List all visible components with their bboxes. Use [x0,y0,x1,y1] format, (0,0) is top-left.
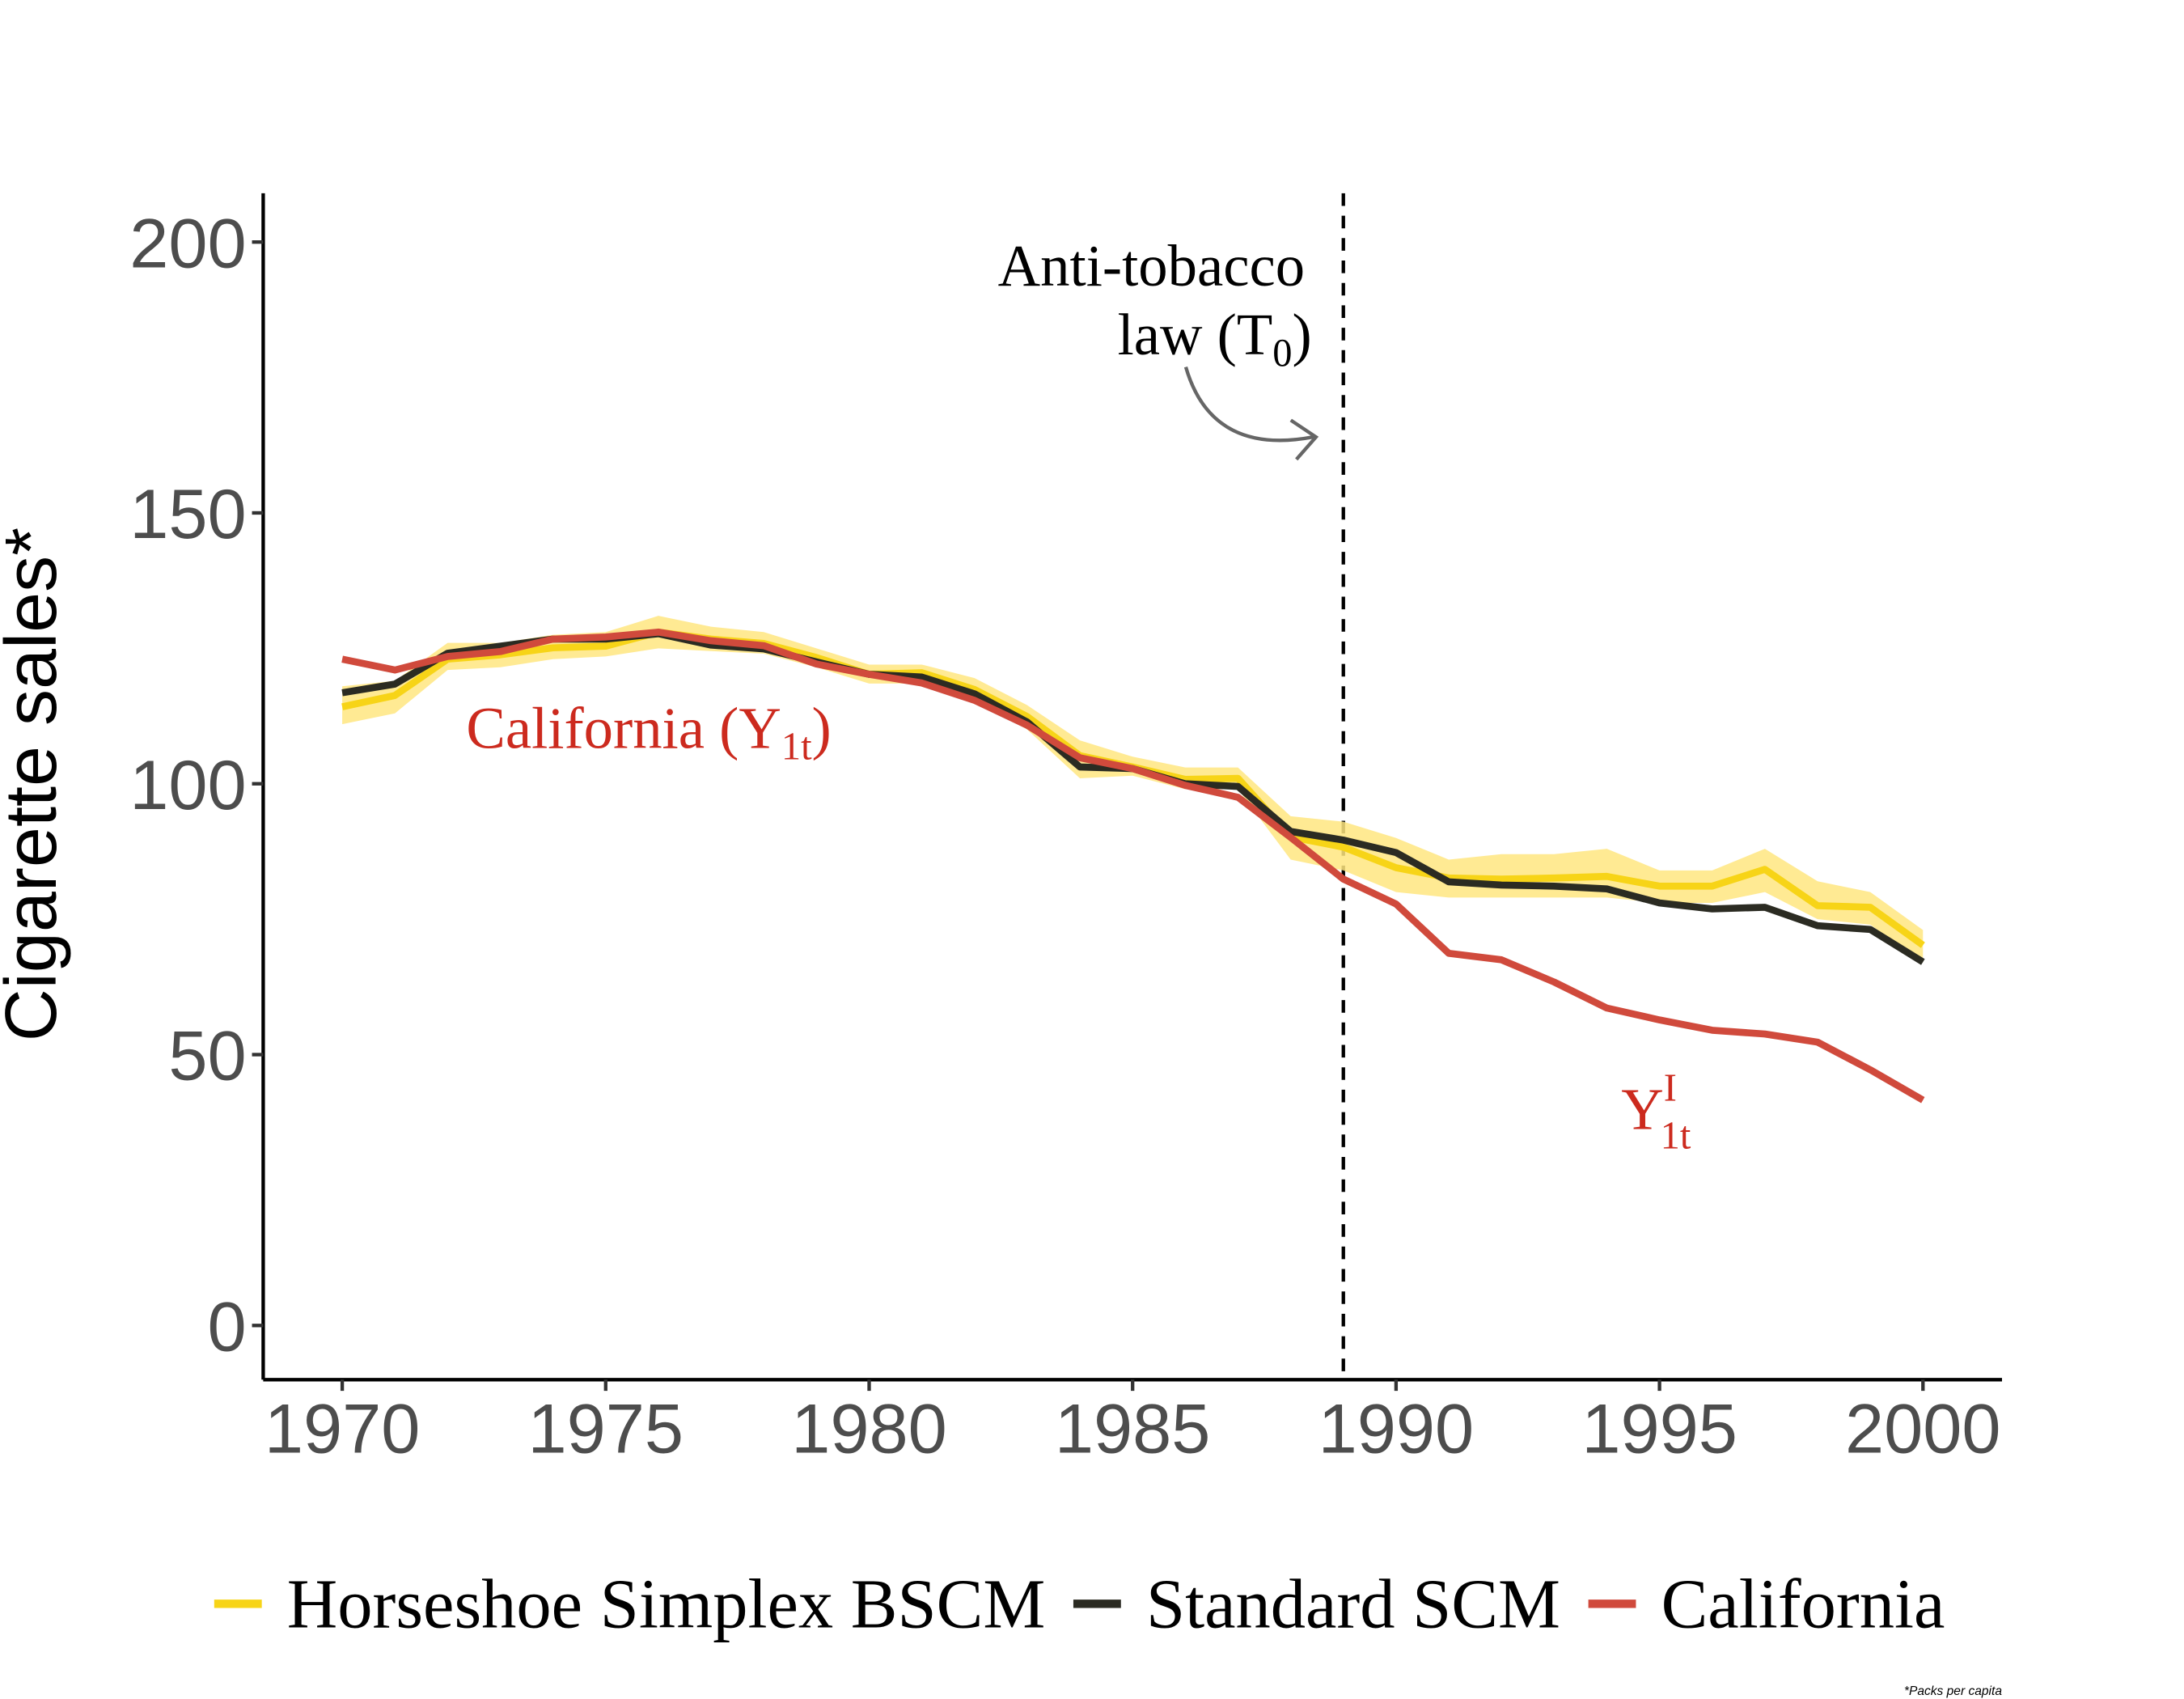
subscript: 1t [1661,1115,1691,1158]
law-annotation: law (T0) [1118,302,1312,375]
legend-label: California [1661,1566,1945,1643]
x-tick-label: 2000 [1845,1390,2001,1468]
subscript: 1t [781,725,812,768]
y-tick-label: 200 [129,205,246,282]
law-annotation: Anti-tobacco [998,233,1305,299]
series-annotation: YI 1t [1621,1067,1691,1158]
footnote: *Packs per capita [1904,1684,2002,1698]
text: law (T [1118,302,1273,367]
legend-label: Standard SCM [1146,1566,1560,1643]
series-line [341,628,1925,1104]
superscript: I [1664,1067,1677,1110]
series-line [341,629,1925,965]
text: California (Y [466,695,781,761]
x-tick-label: 1995 [1581,1390,1737,1468]
y-tick-label: 0 [207,1288,246,1366]
x-tick-label: 1970 [265,1390,421,1468]
y-tick-label: 150 [129,476,246,553]
x-tick-label: 1985 [1055,1390,1211,1468]
series-annotation: California (Y1t) [466,695,831,768]
text: ) [812,695,832,761]
annotation-arrow [1183,366,1319,461]
legend-label: Horseshoe Simplex BSCM [287,1566,1046,1643]
text: ) [1293,302,1312,367]
y-tick-label: 50 [168,1018,246,1095]
x-tick-label: 1990 [1318,1390,1475,1468]
subscript: 0 [1272,332,1292,375]
confidence-band [342,616,1924,963]
y-tick-label: 100 [129,747,246,824]
x-tick-label: 1975 [528,1390,684,1468]
y-axis-label: Cigarette sales* [0,527,72,1041]
text: Y [1621,1076,1663,1142]
x-tick-label: 1980 [791,1390,947,1468]
